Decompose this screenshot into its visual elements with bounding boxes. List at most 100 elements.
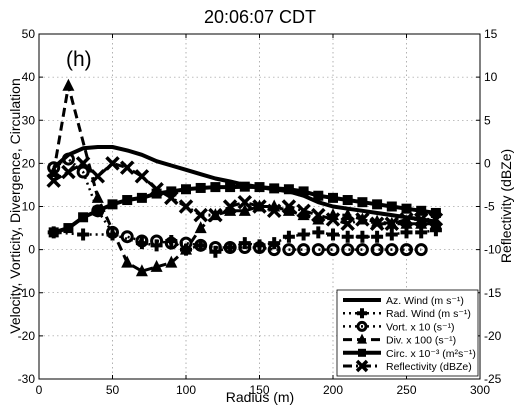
x-marker: [413, 212, 429, 227]
legend: Az. Wind (m s⁻¹)Rad. Wind (m s⁻¹)Vort. x…: [336, 289, 479, 377]
square-marker: [107, 199, 118, 210]
triangle-marker: [297, 208, 310, 221]
circle-marker: [253, 240, 266, 254]
y-tick-label: 20: [22, 156, 36, 170]
square-marker: [92, 205, 103, 216]
x-marker: [311, 207, 326, 223]
x-marker: [46, 173, 61, 188]
plus-marker: [312, 226, 325, 239]
x-marker: [75, 156, 91, 171]
circle-marker: [414, 243, 428, 257]
square-marker: [225, 182, 236, 193]
x-marker: [237, 194, 253, 210]
legend-entry: Az. Wind (m s⁻¹): [343, 295, 464, 307]
legend-entry: Vort. x 10 (s⁻¹): [343, 320, 455, 333]
x-marker: [369, 216, 385, 231]
circle-marker: [135, 234, 149, 248]
x-marker: [90, 169, 106, 184]
square-marker: [239, 181, 250, 192]
series: [46, 156, 444, 231]
square-marker: [63, 223, 74, 234]
panel-label: (h): [66, 48, 92, 71]
y2-tick-label: 15: [484, 27, 498, 41]
square-marker: [313, 190, 324, 201]
x-marker: [252, 199, 267, 214]
y-tick-label: -30: [18, 372, 36, 386]
y2-tick-label: -25: [484, 372, 502, 386]
circle-marker: [150, 234, 164, 248]
square-marker: [357, 197, 368, 208]
x-tick-label: 50: [106, 383, 120, 397]
legend-entry: Rad. Wind (m s⁻¹): [343, 308, 471, 320]
x-marker: [164, 190, 179, 206]
x-marker: [119, 160, 135, 175]
legend-entry: Div. x 100 (s⁻¹): [343, 333, 456, 347]
circle-marker: [282, 243, 296, 257]
square-marker: [254, 182, 265, 193]
triangle-marker: [121, 255, 134, 268]
circle-marker: [223, 240, 237, 254]
circle-marker: [370, 243, 384, 257]
triangle-marker: [341, 208, 354, 221]
x-marker: [149, 182, 164, 197]
circle-marker: [106, 225, 119, 239]
square-marker: [78, 212, 89, 223]
y2-tick-label: -15: [484, 286, 502, 300]
y2-axis-label: Reflectivity (dBZe): [498, 149, 514, 263]
x-marker: [340, 216, 355, 231]
triangle-marker: [165, 255, 178, 268]
x-axis-label: Radius (m): [226, 389, 294, 405]
legend-entry: Circ. x 10⁻³ (m²s⁻¹): [343, 348, 476, 360]
triangle-marker: [357, 333, 367, 344]
circle-marker: [385, 243, 399, 257]
circle-marker: [341, 243, 355, 257]
triangle-marker: [238, 203, 251, 216]
legend-label: Reflectivity (dBZe): [386, 361, 472, 373]
y2-tick-label: 10: [484, 70, 498, 84]
legend-label: Az. Wind (m s⁻¹): [386, 295, 464, 307]
legend-entry: Reflectivity (dBZe): [343, 359, 472, 373]
y-tick-label: 0: [28, 243, 35, 257]
x-marker: [325, 212, 341, 227]
square-marker: [181, 184, 191, 195]
circle-marker: [400, 243, 413, 257]
square-marker: [386, 201, 397, 212]
y-tick-label: 10: [22, 200, 36, 214]
legend-box: [336, 289, 479, 377]
triangle-marker: [62, 78, 75, 91]
y2-tick-label: -5: [484, 200, 495, 214]
square-marker: [283, 184, 294, 195]
circle-marker: [61, 152, 75, 166]
square-marker: [136, 192, 147, 203]
square-marker: [401, 203, 412, 214]
square-marker: [358, 348, 366, 357]
square-marker: [416, 205, 427, 216]
circle-marker: [194, 238, 208, 252]
triangle-marker: [47, 165, 60, 177]
x-marker: [134, 169, 150, 184]
ticks: 0 50 100 150 200 250 300-30-20-1001020304050-2…: [18, 27, 502, 397]
triangle-marker: [224, 203, 237, 216]
y-tick-label: -20: [18, 329, 36, 343]
plus-marker: [371, 230, 384, 243]
x-tick-label: 300: [470, 383, 490, 397]
y2-tick-label: -20: [484, 329, 502, 343]
x-marker: [61, 164, 76, 180]
triangle-marker: [180, 242, 192, 255]
series-layer: [46, 78, 444, 277]
triangle-marker: [400, 216, 413, 229]
x-marker: [281, 199, 297, 214]
x-marker: [296, 203, 311, 219]
x-marker: [428, 212, 444, 227]
x-tick-label: 0: [36, 383, 43, 397]
circle-marker: [164, 236, 178, 250]
plus-marker: [297, 228, 310, 241]
y2-tick-label: 0: [484, 156, 491, 170]
circle-marker: [297, 243, 311, 257]
series: [48, 181, 441, 238]
plus-marker: [77, 228, 90, 241]
y-tick-label: 40: [22, 70, 36, 84]
circle-marker: [326, 243, 340, 257]
circle-marker: [311, 243, 325, 257]
